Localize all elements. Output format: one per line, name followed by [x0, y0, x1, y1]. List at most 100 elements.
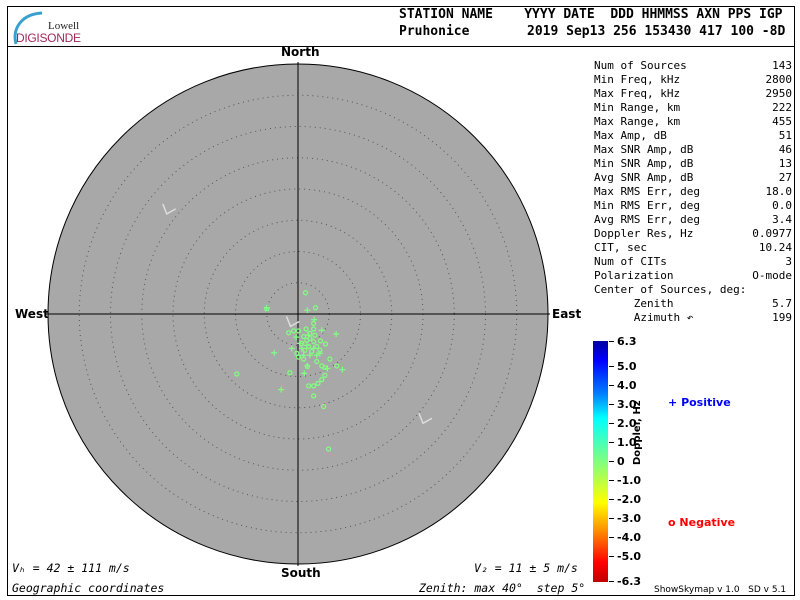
stat-label: Max Amp, dB	[594, 129, 667, 142]
source-point-negative	[317, 338, 324, 344]
source-point-negative	[234, 371, 240, 377]
colorbar-tick-label: -1.0	[617, 474, 642, 488]
stat-value: 27	[778, 171, 792, 184]
stat-value: 199	[772, 311, 792, 324]
stat-label: CIT, sec	[594, 241, 647, 254]
stat-row: Max Range, km 455	[594, 115, 792, 129]
stat-row: Min Range, km 222	[594, 101, 792, 115]
source-point-negative	[301, 333, 307, 340]
source-point-negative	[306, 383, 312, 389]
source-point-positive	[311, 316, 318, 323]
colorbar-tick: 3.0	[609, 399, 637, 410]
frame	[7, 6, 795, 596]
stat-value: 46	[778, 143, 792, 156]
source-point-negative	[312, 332, 318, 338]
stat-value: 222	[772, 101, 792, 114]
stat-label: Min SNR Amp, dB	[594, 157, 694, 170]
stat-label: Polarization	[594, 269, 674, 282]
skymap-plot	[46, 62, 550, 566]
source-point-positive	[313, 352, 320, 359]
colorbar-tick: 6.3	[609, 336, 637, 347]
stat-row: Max SNR Amp, dB 46	[594, 143, 792, 157]
source-point-positive	[263, 304, 270, 311]
stat-row: Doppler Res, Hz 0.0977	[594, 227, 792, 241]
source-point-negative	[311, 320, 317, 326]
source-point-negative	[326, 446, 332, 452]
stat-value: 5.7	[772, 297, 792, 310]
stat-row: Avg RMS Err, deg 3.4	[594, 213, 792, 227]
source-point-negative	[311, 338, 317, 345]
stat-value: 143	[772, 59, 792, 72]
colorbar-tick: 5.0	[609, 361, 637, 372]
stat-label: Num of CITs	[594, 255, 667, 268]
stat-value: 51	[778, 129, 792, 142]
colorbar-tick: 1.0	[609, 437, 637, 448]
colorbar-tick: -1.0	[609, 475, 641, 486]
stat-label: Max SNR Amp, dB	[594, 143, 694, 156]
legend-negative: o Negative	[668, 516, 735, 529]
source-point-negative	[315, 380, 321, 386]
stat-value: 2800	[765, 73, 793, 86]
stat-label: Max Range, km	[594, 115, 681, 128]
source-point-negative	[302, 290, 309, 296]
circle-icon: o	[668, 516, 676, 529]
stat-value: O-mode	[752, 269, 792, 282]
stat-row: CIT, sec 10.24	[594, 241, 792, 255]
header-divider	[7, 46, 795, 47]
source-point-negative	[309, 348, 315, 355]
stat-value: 3	[785, 255, 792, 268]
colorbar-tick: 2.0	[609, 418, 637, 429]
source-point-positive	[301, 370, 308, 377]
colorbar-tick-label: 5.0	[617, 359, 637, 373]
doppler-colorbar	[593, 341, 608, 582]
stat-label: Min Freq, kHz	[594, 73, 681, 86]
colorbar-tick: -2.0	[609, 494, 641, 505]
velocity-marker	[418, 412, 433, 425]
zenith-scale: Zenith: max 40° step 5°	[419, 581, 586, 595]
stat-row: Azimuth ↶ 199	[594, 311, 792, 325]
stat-label: Min RMS Err, deg	[594, 199, 700, 212]
source-point-positive	[324, 365, 331, 372]
stat-label: Max RMS Err, deg	[594, 185, 700, 198]
colorbar-tick-label: -4.0	[617, 531, 642, 545]
stat-value: 3.4	[772, 213, 792, 226]
label-east: East	[552, 307, 582, 321]
source-point-positive	[298, 345, 305, 352]
colorbar-tick: -3.0	[609, 513, 641, 524]
colorbar-tick-label: 2.0	[617, 416, 637, 430]
source-point-positive	[306, 352, 313, 359]
stat-value: 10.24	[758, 241, 792, 254]
stat-label: Zenith	[594, 297, 674, 310]
colorbar-tick-label: -3.0	[617, 512, 642, 526]
source-point-positive	[318, 327, 325, 334]
source-point-positive	[316, 350, 323, 357]
source-point-negative	[311, 393, 317, 399]
stat-label: Min Range, km	[594, 101, 681, 114]
stat-label: Center of Sources, deg:	[594, 283, 747, 296]
stat-row: Polarization O-mode	[594, 269, 792, 283]
label-west: West	[15, 307, 49, 321]
velocity-marker	[285, 316, 300, 328]
stat-label: Doppler Res, Hz	[594, 227, 694, 240]
colorbar-tick-label: 4.0	[617, 378, 637, 392]
stat-row: Center of Sources, deg:	[594, 283, 792, 297]
colorbar-tick-label: -6.3	[617, 575, 642, 588]
stat-label: Avg RMS Err, deg	[594, 213, 700, 226]
colorbar-tick-label: 0	[617, 455, 625, 468]
coordinate-system: Geographic coordinates	[12, 581, 165, 595]
stat-row: Min Freq, kHz 2800	[594, 73, 792, 87]
source-point-positive	[339, 366, 346, 373]
plus-icon: +	[668, 396, 678, 409]
source-point-positive	[300, 352, 307, 359]
stat-value: 455	[772, 115, 792, 128]
stat-row: Max Freq, kHz 2950	[594, 87, 792, 101]
vertical-velocity: V₂ = 11 ± 5 m/s	[474, 561, 578, 575]
source-point-positive	[310, 345, 317, 352]
colorbar-tick: 0	[609, 456, 625, 467]
source-point-positive	[278, 386, 285, 393]
colorbar-label: Doppler, Hz	[632, 400, 643, 465]
source-point-negative	[287, 370, 293, 376]
velocity-marker	[162, 203, 177, 215]
source-point-negative	[311, 326, 317, 332]
stat-value: 0.0977	[752, 227, 792, 240]
